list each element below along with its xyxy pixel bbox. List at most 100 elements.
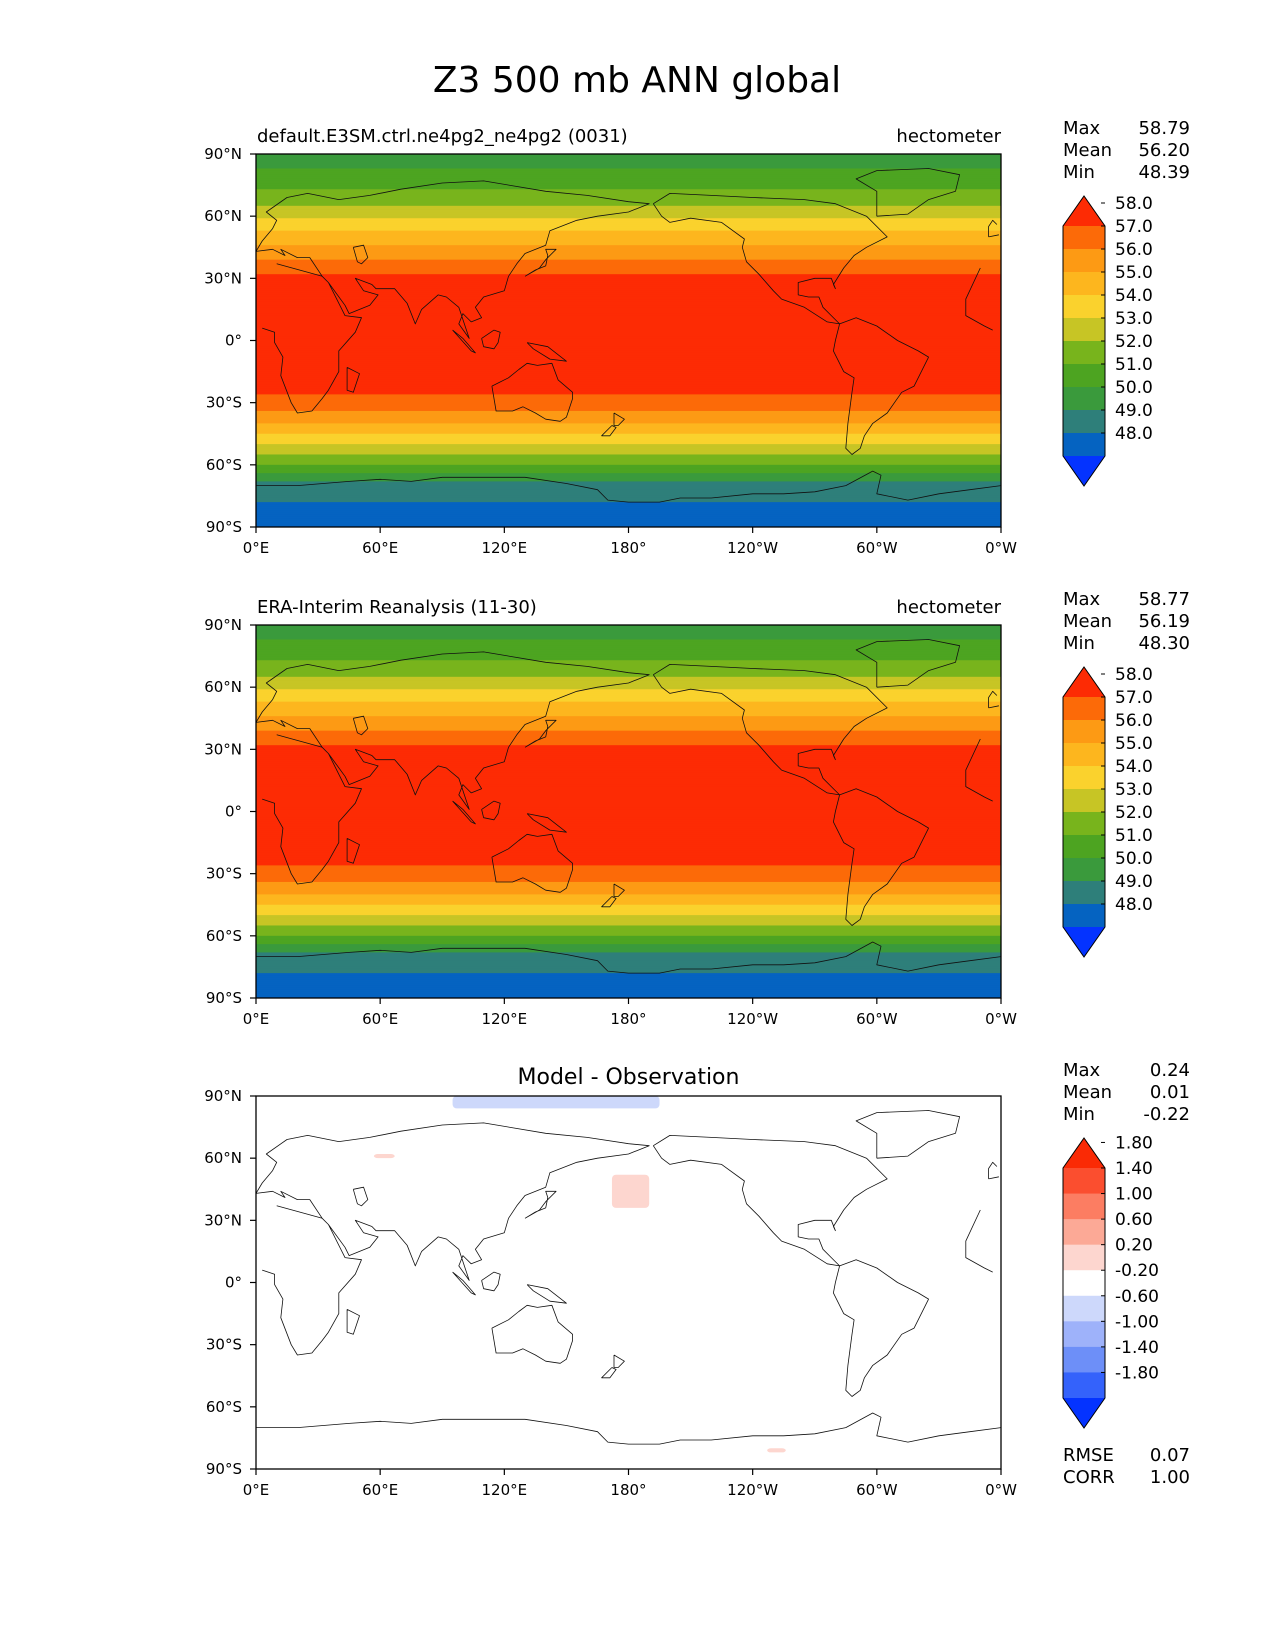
colorbar-segment: [1063, 1321, 1105, 1348]
contour-band: [256, 956, 1001, 960]
contour-band: [256, 633, 1001, 636]
contour-band: [256, 388, 1001, 391]
contour-band: [256, 691, 1001, 694]
contour-band: [256, 935, 1001, 939]
contour-band: [256, 444, 1001, 447]
colorbar-segment: [1063, 812, 1105, 836]
lon-tick-label: 0°W: [985, 1010, 1017, 1028]
contour-band: [256, 786, 1001, 790]
map-field: [256, 625, 1001, 998]
contour-band: [256, 842, 1001, 846]
contour-band: [256, 908, 1001, 912]
contour-band: [256, 668, 1001, 672]
contour-band: [256, 755, 1001, 759]
contour-band: [256, 207, 1001, 211]
contour-band: [256, 749, 1001, 752]
contour-band: [256, 809, 1001, 813]
contour-band: [256, 419, 1001, 422]
contour-band: [256, 637, 1001, 641]
contour-band: [256, 867, 1001, 871]
contour-band: [256, 160, 1001, 163]
lon-tick-label: 180°: [610, 539, 646, 557]
contour-band: [256, 355, 1001, 358]
contour-band: [256, 439, 1001, 443]
contour-band: [256, 377, 1001, 381]
colorbar-outline: [1062, 1137, 1106, 1429]
contour-band: [256, 910, 1001, 914]
contour-band: [256, 456, 1001, 460]
contour-band: [256, 695, 1001, 699]
contour-band: [256, 332, 1001, 335]
contour-band: [256, 716, 1001, 719]
stat-label: Max: [1063, 589, 1101, 610]
contour-band: [256, 278, 1001, 281]
contour-band: [256, 367, 1001, 371]
contour-band: [256, 386, 1001, 389]
contour-band: [256, 666, 1001, 670]
contour-band: [256, 790, 1001, 794]
map-panel-1: 90°N 60°N 30°N 0° 30°S 60°S 90°S0°E 60°E 120°E 18…: [204, 118, 1190, 557]
metric-value: 0.07: [1150, 1445, 1190, 1466]
contour-band: [256, 410, 1001, 414]
contour-band: [256, 664, 1001, 668]
contour-band: [256, 274, 1001, 277]
contour-band: [256, 174, 1001, 178]
contour-band: [256, 292, 1001, 296]
contour-band: [256, 823, 1001, 827]
contour-band: [256, 767, 1001, 771]
stat-value: 48.39: [1138, 162, 1190, 183]
contour-band: [256, 189, 1001, 192]
colorbar-tick-label: 51.0: [1115, 826, 1153, 846]
metric-label: RMSE: [1063, 1445, 1114, 1466]
contour-band: [256, 672, 1001, 676]
contour-band: [256, 670, 1001, 674]
contour-band: [256, 699, 1001, 703]
contour-band: [256, 415, 1001, 418]
contour-band: [256, 417, 1001, 420]
colorbar-extend-max: [1063, 667, 1105, 697]
contour-band: [256, 489, 1001, 493]
lat-tick-label: 30°N: [204, 740, 242, 758]
contour-band: [256, 728, 1001, 732]
contour-band: [256, 952, 1001, 956]
contour-band: [256, 178, 1001, 182]
contour-band: [256, 780, 1001, 784]
contour-band: [256, 437, 1001, 441]
lon-tick-label: 60°W: [856, 1481, 898, 1499]
contour-band: [256, 971, 1001, 974]
contour-band: [256, 421, 1001, 424]
colorbar-segment: [1063, 1244, 1105, 1271]
contour-band: [256, 917, 1001, 920]
contour-band: [256, 782, 1001, 786]
contour-band: [256, 309, 1001, 313]
lon-tick-label: 0°W: [985, 1481, 1017, 1499]
contour-band: [256, 267, 1001, 271]
panel-title: ERA-Interim Reanalysis (11-30): [257, 597, 537, 618]
contour-band: [256, 714, 1001, 717]
contour-band: [256, 973, 1001, 976]
anomaly-patch: [373, 1154, 395, 1159]
contour-band: [256, 406, 1001, 410]
contour-band: [256, 738, 1001, 742]
contour-band: [256, 929, 1001, 933]
contour-band: [256, 500, 1001, 503]
contour-band: [256, 243, 1001, 246]
contour-band: [256, 315, 1001, 319]
contour-band: [256, 508, 1001, 512]
contour-band: [256, 325, 1001, 329]
contour-band: [256, 276, 1001, 279]
contour-band: [256, 514, 1001, 518]
lon-tick-label: 60°W: [856, 1010, 898, 1028]
stat-label: Min: [1063, 162, 1095, 183]
contour-band: [256, 477, 1001, 480]
colorbar-tick-label: 1.00: [1115, 1185, 1153, 1205]
contour-band: [256, 730, 1001, 734]
contour-band: [256, 303, 1001, 306]
contour-band: [256, 712, 1001, 715]
contour-band: [256, 400, 1001, 404]
lon-tick-label: 60°E: [362, 539, 398, 557]
contour-band: [256, 468, 1001, 472]
lat-tick-label: 60°S: [206, 1398, 242, 1416]
lat-tick-label: 90°S: [206, 989, 242, 1007]
stat-label: Mean: [1063, 611, 1112, 632]
